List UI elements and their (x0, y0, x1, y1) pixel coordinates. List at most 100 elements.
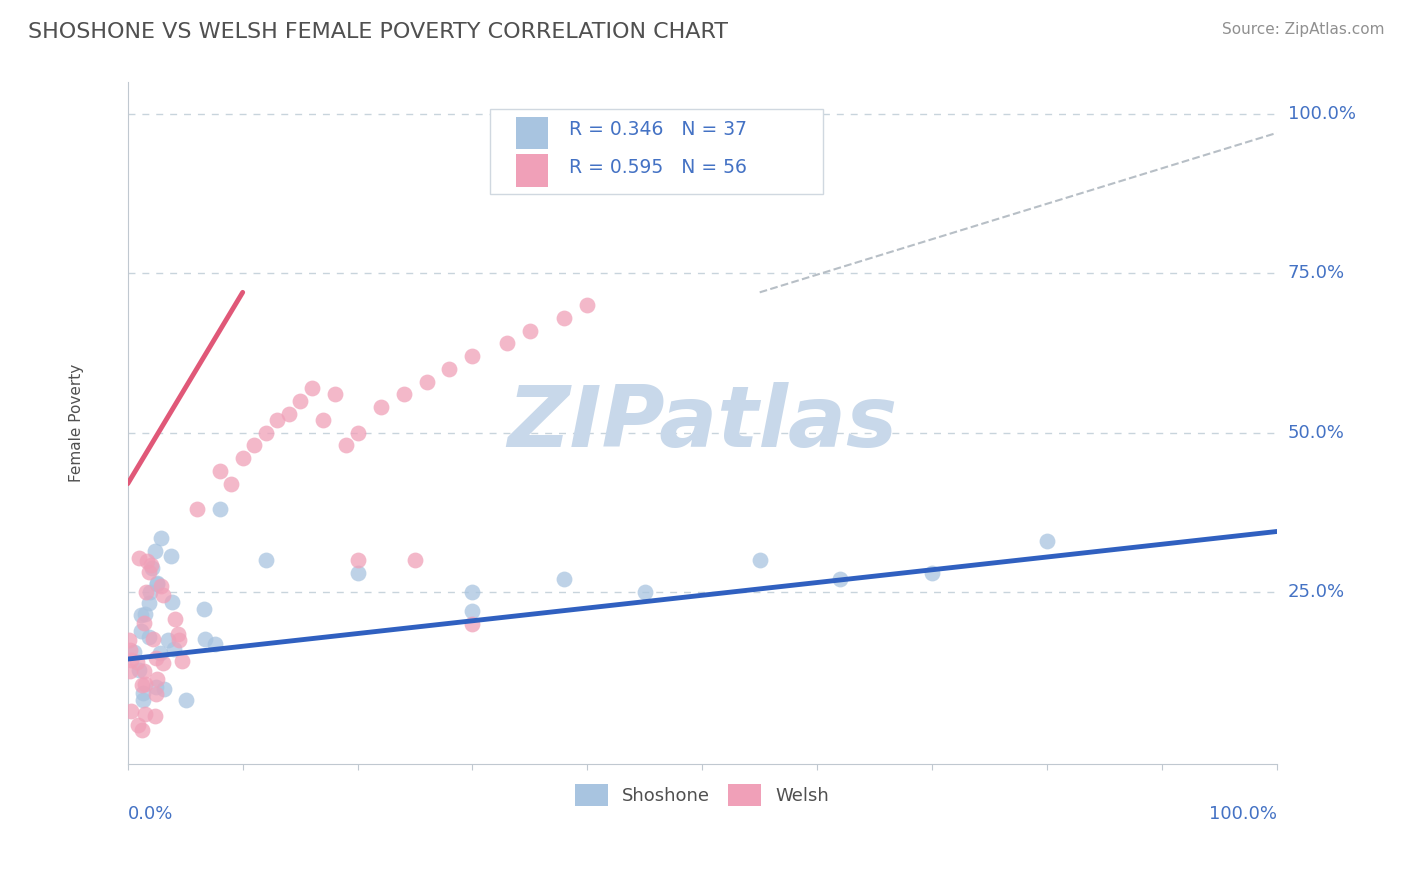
Point (392, 387, 415, 401)
Point (1036, 534, 1059, 549)
Point (145, 651, 167, 665)
Point (254, 553, 277, 567)
Point (157, 632, 180, 647)
Point (323, 387, 346, 401)
Point (301, 381, 323, 395)
Point (404, 553, 426, 567)
Point (204, 637, 226, 651)
Point (128, 551, 150, 566)
Point (186, 502, 208, 516)
Point (118, 632, 141, 647)
Point (120, 704, 142, 718)
Point (145, 680, 167, 694)
Point (208, 502, 231, 516)
Point (194, 632, 217, 647)
Point (461, 604, 484, 618)
Point (921, 566, 943, 580)
Point (134, 677, 156, 691)
Point (149, 579, 172, 593)
Point (461, 585, 484, 599)
Legend: Shoshone, Welsh: Shoshone, Welsh (568, 777, 837, 814)
Point (149, 646, 172, 660)
FancyBboxPatch shape (516, 117, 548, 150)
Point (134, 707, 156, 722)
Point (553, 310, 575, 325)
Text: 25.0%: 25.0% (1288, 583, 1346, 601)
Point (748, 553, 770, 567)
Point (193, 602, 215, 616)
Point (131, 678, 153, 692)
Point (496, 336, 519, 351)
Point (134, 615, 156, 630)
Point (141, 561, 163, 575)
Point (135, 585, 157, 599)
Text: SHOSHONE VS WELSH FEMALE POVERTY CORRELATION CHART: SHOSHONE VS WELSH FEMALE POVERTY CORRELA… (28, 22, 728, 42)
Point (830, 572, 852, 586)
Point (335, 438, 357, 452)
Point (142, 632, 165, 647)
Point (132, 665, 155, 679)
Point (153, 682, 176, 697)
Point (152, 657, 174, 671)
Text: R = 0.346   N = 37: R = 0.346 N = 37 (569, 120, 747, 139)
Point (132, 693, 155, 707)
Point (170, 654, 193, 668)
Text: R = 0.595   N = 56: R = 0.595 N = 56 (569, 158, 747, 177)
Point (167, 627, 190, 641)
Point (145, 709, 167, 723)
Point (254, 425, 277, 440)
Point (415, 375, 437, 389)
Text: 100.0%: 100.0% (1209, 805, 1277, 823)
Point (163, 642, 186, 657)
Point (243, 438, 266, 452)
Point (288, 393, 311, 408)
Point (128, 663, 150, 677)
Point (576, 298, 599, 312)
Point (149, 531, 172, 545)
Point (169, 632, 191, 647)
Point (634, 585, 657, 599)
FancyBboxPatch shape (516, 154, 548, 187)
Point (138, 630, 160, 644)
Point (125, 655, 148, 669)
Point (346, 566, 368, 580)
Point (138, 597, 160, 611)
Point (160, 549, 183, 564)
Point (131, 723, 153, 738)
Point (145, 687, 167, 701)
Text: 0.0%: 0.0% (128, 805, 173, 823)
Point (143, 543, 166, 558)
Text: 75.0%: 75.0% (1288, 264, 1346, 282)
Point (346, 425, 368, 440)
Point (165, 612, 187, 626)
Point (118, 665, 141, 679)
FancyBboxPatch shape (489, 109, 823, 194)
Point (138, 584, 160, 599)
Point (174, 693, 197, 707)
Point (127, 718, 149, 732)
Point (134, 607, 156, 621)
Point (129, 624, 152, 638)
Point (162, 595, 184, 609)
Point (266, 413, 288, 427)
Point (232, 451, 254, 466)
Text: Source: ZipAtlas.com: Source: ZipAtlas.com (1222, 22, 1385, 37)
Point (461, 617, 484, 632)
Point (312, 413, 335, 427)
Text: Female Poverty: Female Poverty (69, 364, 83, 483)
Point (122, 645, 145, 659)
Point (129, 607, 152, 622)
Point (146, 673, 169, 687)
Point (553, 572, 575, 586)
Point (346, 553, 368, 567)
Point (118, 642, 141, 657)
Point (146, 577, 169, 591)
Text: ZIPatlas: ZIPatlas (508, 382, 897, 465)
Point (519, 324, 541, 338)
Text: 100.0%: 100.0% (1288, 104, 1355, 123)
Point (132, 686, 155, 700)
Point (120, 653, 142, 667)
Point (152, 588, 174, 602)
Point (135, 554, 157, 568)
Point (145, 576, 167, 591)
